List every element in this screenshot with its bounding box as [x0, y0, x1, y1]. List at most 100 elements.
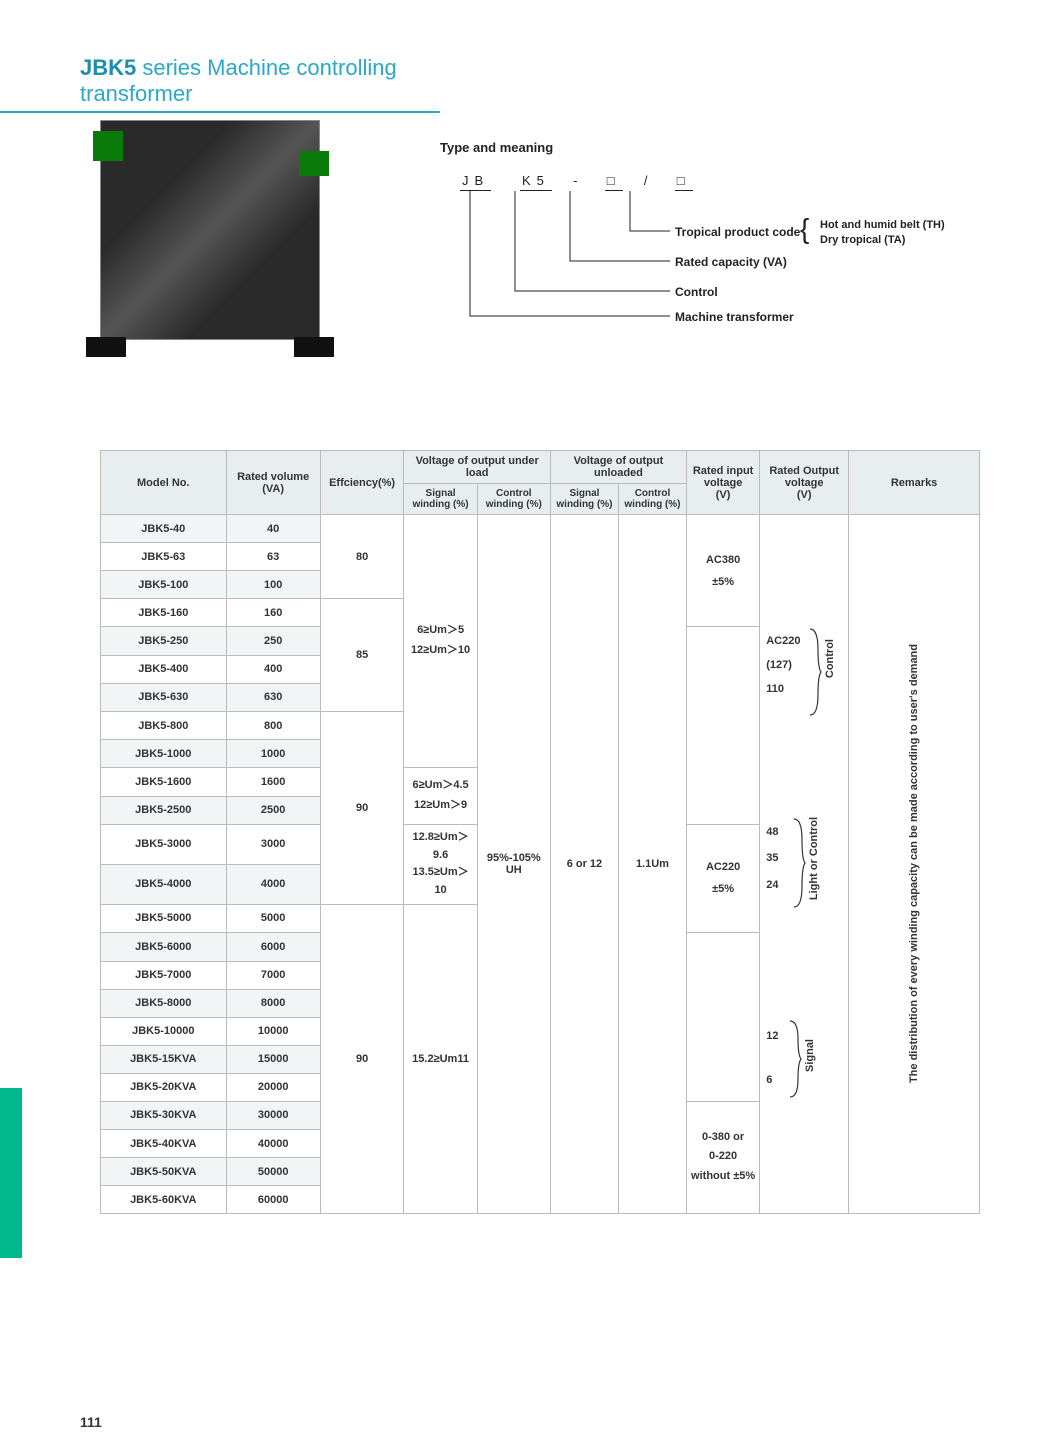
label-tropical: Tropical product code { Hot and humid be…	[675, 225, 800, 239]
cell-va: 7000	[226, 961, 320, 989]
cell-va: 100	[226, 571, 320, 599]
cell-va: 15000	[226, 1045, 320, 1073]
cell-model: JBK5-1600	[101, 768, 227, 796]
cell-va: 250	[226, 627, 320, 655]
side-green-tab	[0, 1088, 22, 1258]
cell-input-v: 0-380 or 0-220 without ±5%	[686, 1101, 759, 1213]
cell-model: JBK5-60KVA	[101, 1186, 227, 1214]
product-image	[100, 120, 320, 340]
cell-signal-load: 15.2≥Um11	[404, 904, 477, 1213]
page-title: JBK5 series Machine controlling transfor…	[0, 55, 440, 113]
cell-control-unload: 1.1Um	[618, 515, 686, 1214]
title-bold: JBK5	[80, 55, 136, 80]
cell-va: 3000	[226, 824, 320, 864]
cell-input-v	[686, 627, 759, 824]
cell-va: 63	[226, 543, 320, 571]
cell-va: 630	[226, 683, 320, 711]
cell-model: JBK5-1000	[101, 740, 227, 768]
terminal-left	[93, 131, 123, 161]
cell-signal-unload: 6 or 12	[550, 515, 618, 1214]
cell-va: 6000	[226, 933, 320, 961]
cell-model: JBK5-3000	[101, 824, 227, 864]
cell-model: JBK5-8000	[101, 989, 227, 1017]
code-line: JB K5 - □ / □	[460, 173, 693, 188]
cell-va: 4000	[226, 864, 320, 904]
foot-left	[86, 337, 126, 357]
label-machine: Machine transformer	[675, 310, 794, 324]
cell-va: 8000	[226, 989, 320, 1017]
cell-eff: 80	[320, 515, 404, 599]
cell-signal-load: 12.8≥Um＞9.6 13.5≥Um＞10	[404, 824, 477, 904]
label-control: Control	[675, 285, 718, 299]
cell-input-v	[686, 933, 759, 1101]
cell-model: JBK5-15KVA	[101, 1045, 227, 1073]
cell-model: JBK5-10000	[101, 1017, 227, 1045]
cell-model: JBK5-7000	[101, 961, 227, 989]
page-number: 111	[80, 1414, 102, 1430]
type-meaning-block: Type and meaning JB K5 - □ / □ Tropical …	[440, 140, 1000, 353]
cell-va: 1000	[226, 740, 320, 768]
cell-remarks: The distribution of every winding capaci…	[849, 515, 980, 1214]
cell-model: JBK5-5000	[101, 904, 227, 932]
cell-control-load: 95%-105% UH	[477, 515, 550, 1214]
cell-model: JBK5-400	[101, 655, 227, 683]
table-body: JBK5-4040806≥Um＞5 12≥Um＞1095%-105% UH6 o…	[101, 515, 980, 1214]
cell-va: 5000	[226, 904, 320, 932]
cell-va: 30000	[226, 1101, 320, 1129]
cell-va: 2500	[226, 796, 320, 824]
cell-eff: 90	[320, 904, 404, 1213]
th-signal-load: Signal winding (%)	[404, 484, 477, 515]
cell-input-v: AC220 ±5%	[686, 824, 759, 932]
cell-va: 40000	[226, 1130, 320, 1158]
diagram-lines	[460, 191, 670, 341]
cell-model: JBK5-160	[101, 599, 227, 627]
cell-va: 160	[226, 599, 320, 627]
cell-va: 40	[226, 515, 320, 543]
cell-va: 1600	[226, 768, 320, 796]
cell-va: 400	[226, 655, 320, 683]
terminal-right	[299, 151, 329, 176]
cell-signal-load: 6≥Um＞4.5 12≥Um＞9	[404, 768, 477, 824]
cell-model: JBK5-4000	[101, 864, 227, 904]
cell-model: JBK5-50KVA	[101, 1158, 227, 1186]
cell-model: JBK5-20KVA	[101, 1073, 227, 1101]
cell-eff: 85	[320, 599, 404, 712]
foot-right	[294, 337, 334, 357]
th-control-unload: Control winding (%)	[618, 484, 686, 515]
th-rated-volume: Rated volume (VA)	[226, 451, 320, 515]
cell-va: 20000	[226, 1073, 320, 1101]
cell-model: JBK5-2500	[101, 796, 227, 824]
cell-signal-load: 6≥Um＞5 12≥Um＞10	[404, 515, 477, 768]
th-efficiency: Effciency(%)	[320, 451, 404, 515]
cell-va: 50000	[226, 1158, 320, 1186]
th-signal-unload: Signal winding (%)	[550, 484, 618, 515]
th-rated-output: Rated Output voltage (V)	[760, 451, 849, 515]
cell-model: JBK5-6000	[101, 933, 227, 961]
th-rated-input: Rated input voltage (V)	[686, 451, 759, 515]
cell-eff: 90	[320, 711, 404, 904]
cell-model: JBK5-40	[101, 515, 227, 543]
type-diagram: JB K5 - □ / □ Tropical product code { Ho…	[440, 173, 1000, 353]
th-remarks: Remarks	[849, 451, 980, 515]
spec-table-wrap: Model No. Rated volume (VA) Effciency(%)…	[100, 450, 980, 1214]
label-rated-cap: Rated capacity (VA)	[675, 255, 787, 269]
cell-model: JBK5-63	[101, 543, 227, 571]
cell-va: 800	[226, 711, 320, 739]
cell-va: 60000	[226, 1186, 320, 1214]
cell-model: JBK5-800	[101, 711, 227, 739]
cell-model: JBK5-630	[101, 683, 227, 711]
cell-model: JBK5-40KVA	[101, 1130, 227, 1158]
th-v-under-load: Voltage of output under load	[404, 451, 551, 484]
th-v-unloaded: Voltage of output unloaded	[550, 451, 686, 484]
type-meaning-heading: Type and meaning	[440, 140, 1000, 155]
cell-model: JBK5-30KVA	[101, 1101, 227, 1129]
cell-va: 10000	[226, 1017, 320, 1045]
cell-model: JBK5-250	[101, 627, 227, 655]
spec-table: Model No. Rated volume (VA) Effciency(%)…	[100, 450, 980, 1214]
table-row: JBK5-4040806≥Um＞5 12≥Um＞1095%-105% UH6 o…	[101, 515, 980, 543]
cell-input-v: AC380 ±5%	[686, 515, 759, 627]
cell-model: JBK5-100	[101, 571, 227, 599]
th-control-load: Control winding (%)	[477, 484, 550, 515]
th-model: Model No.	[101, 451, 227, 515]
cell-output-v: AC220(127)110Control483524Light or Contr…	[760, 515, 849, 1214]
